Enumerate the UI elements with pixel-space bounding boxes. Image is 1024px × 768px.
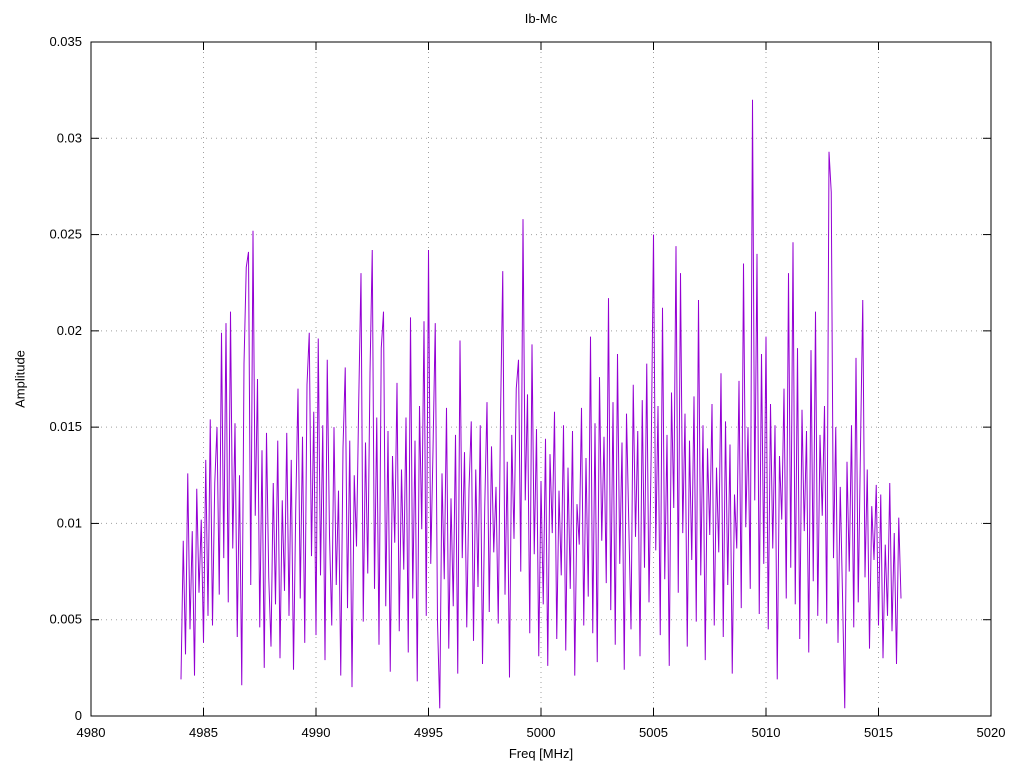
x-tick-label: 4985 — [189, 725, 218, 740]
x-tick-label: 5015 — [864, 725, 893, 740]
y-tick-label: 0 — [75, 708, 82, 723]
y-tick-label: 0.02 — [57, 323, 82, 338]
x-tick-label: 4995 — [414, 725, 443, 740]
y-axis-label: Amplitude — [12, 350, 28, 408]
chart-title: Ib-Mc — [524, 11, 558, 26]
y-tick-label: 0.025 — [49, 227, 82, 242]
x-tick-label: 5005 — [639, 725, 668, 740]
x-tick-label: 4980 — [77, 725, 106, 740]
x-tick-label: 5000 — [527, 725, 556, 740]
y-tick-label: 0.035 — [49, 34, 82, 49]
y-tick-label: 0.01 — [57, 515, 82, 530]
y-tick-label: 0.005 — [49, 612, 82, 627]
spectrum-line — [180, 99, 902, 709]
x-tick-label: 5010 — [752, 725, 781, 740]
y-tick-label: 0.015 — [49, 419, 82, 434]
x-axis-label: Freq [MHz] — [508, 746, 574, 761]
y-tick-label: 0.03 — [57, 130, 82, 145]
x-tick-label: 5020 — [977, 725, 1006, 740]
x-tick-label: 4990 — [302, 725, 331, 740]
